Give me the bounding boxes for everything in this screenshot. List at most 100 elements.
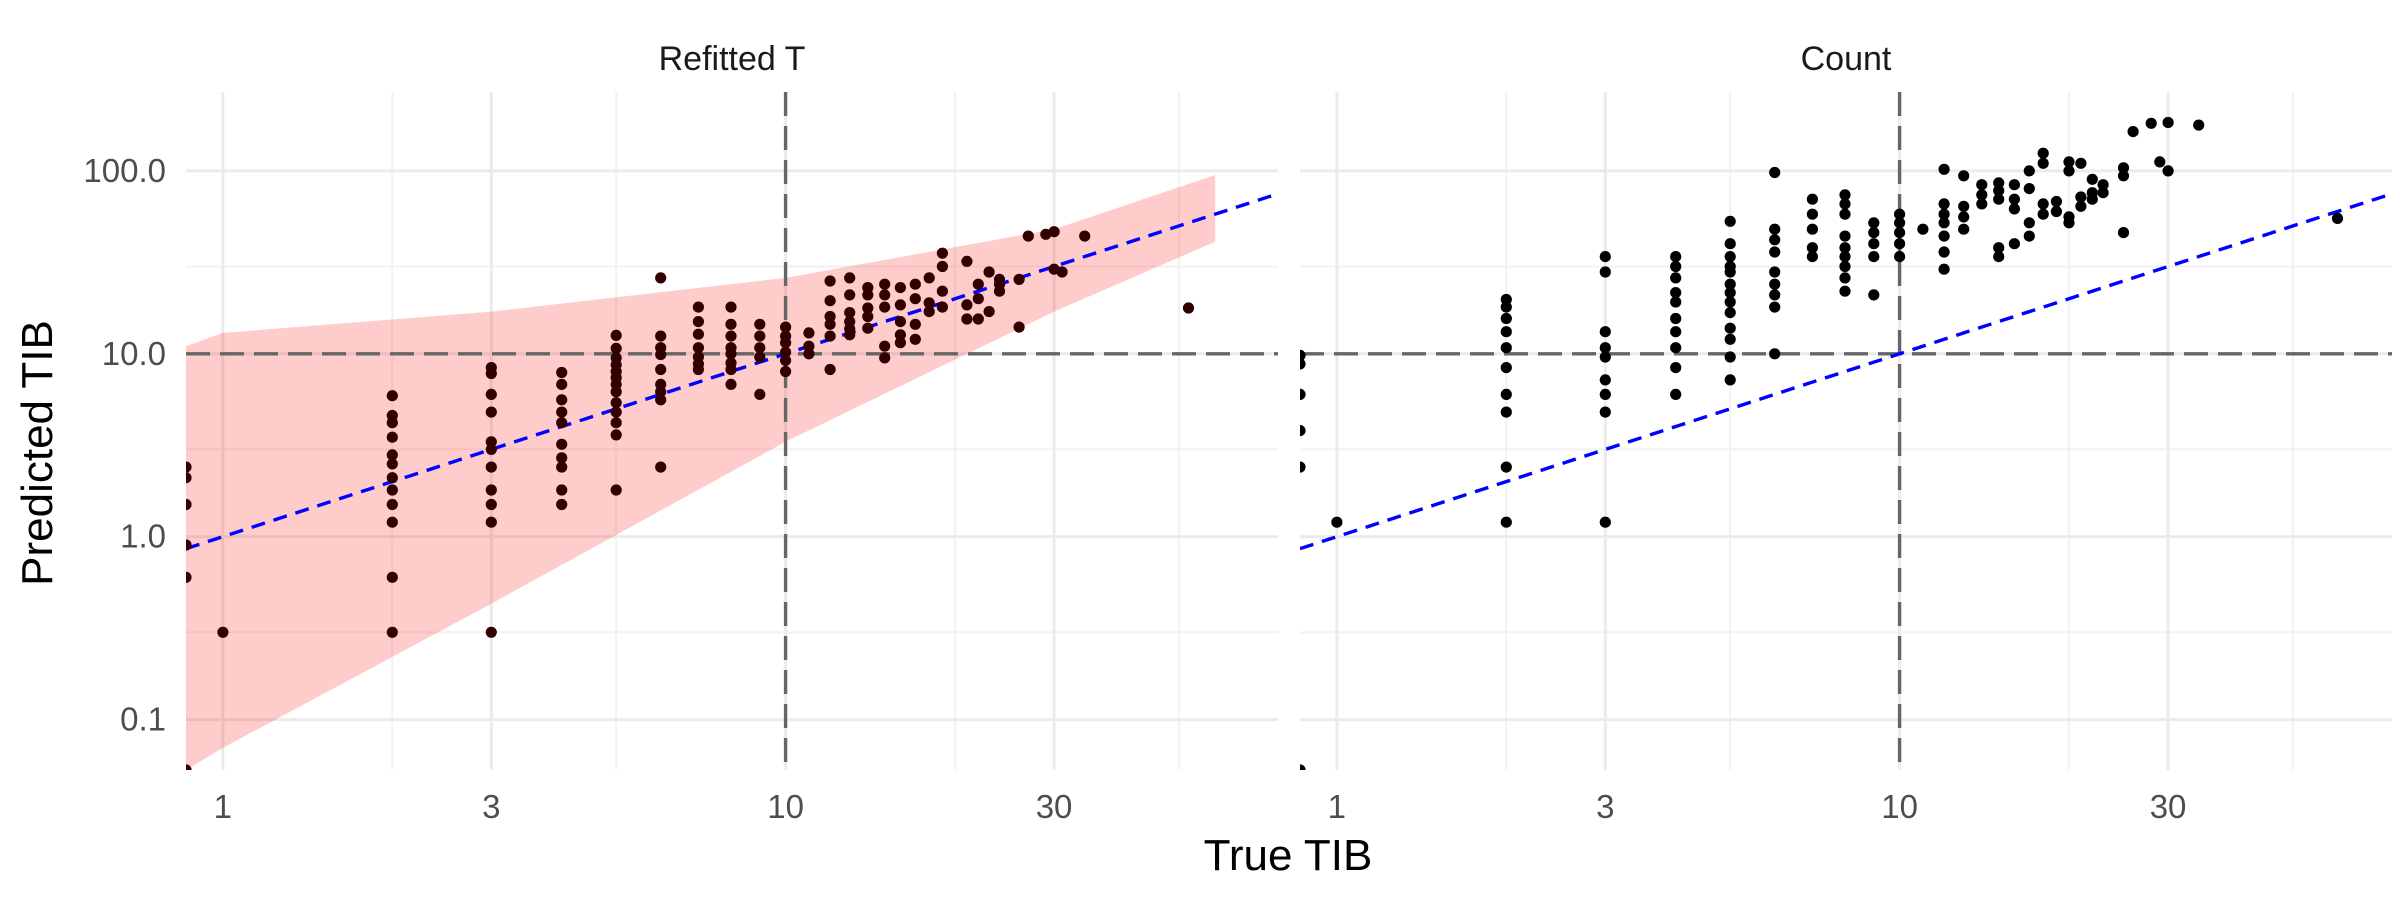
x-tick-label: 1 [214,788,232,825]
data-point [780,365,792,378]
data-point [655,363,667,376]
data-point [725,301,737,313]
data-point [386,484,398,496]
data-point [1806,208,1818,220]
data-point [556,378,568,390]
data-point [725,330,737,342]
data-point [1670,388,1682,400]
data-point [2063,165,2075,177]
data-point [386,498,398,511]
data-point [386,449,398,461]
data-point [1806,193,1818,205]
data-point [1806,251,1818,263]
data-point [2050,205,2062,218]
data-point [1868,289,1880,301]
data-point [754,388,766,400]
data-point [754,330,766,342]
data-point [1769,348,1781,360]
data-point [780,346,792,358]
data-point [1769,246,1781,258]
data-point [1300,358,1306,370]
data-point [1894,227,1906,239]
data-point [1769,301,1781,313]
data-point [610,397,622,409]
data-point [655,461,667,473]
data-point [754,351,766,363]
data-point [610,484,622,496]
data-point [754,342,766,354]
data-point [844,272,856,284]
data-point [1500,406,1512,418]
data-point [862,310,874,323]
data-point [923,306,935,318]
data-point [1724,287,1736,299]
data-point [1331,516,1343,528]
data-point [1724,351,1736,363]
data-point [386,516,398,528]
data-point [1079,230,1091,242]
data-point [1724,238,1736,250]
data-point [1500,342,1512,354]
data-point [972,278,984,290]
data-point [2145,117,2157,129]
data-point [1839,272,1851,284]
data-point [1670,287,1682,299]
prediction-band [186,175,1216,770]
panel-count: Count [1300,40,2392,770]
data-point [1958,170,1970,182]
data-point [1670,312,1682,325]
data-point [692,301,705,313]
data-point [2331,212,2344,224]
data-point [556,417,568,429]
data-point [844,316,856,328]
data-point [1839,285,1851,297]
data-point [780,354,792,366]
data-point [2097,187,2109,199]
data-point [655,394,667,406]
data-point [1806,242,1818,254]
data-point [1976,179,1988,191]
data-point [1500,293,1512,306]
data-point [692,342,705,354]
data-point [386,571,398,583]
data-point [1724,215,1736,227]
y-tick-label: 10.0 [102,335,166,372]
data-point [1300,388,1306,400]
data-point [610,329,622,341]
data-point [1938,246,1950,258]
data-point [803,327,815,339]
data-point [1993,242,2005,254]
data-point [1976,198,1988,210]
data-point [1938,163,1950,175]
data-point [386,458,398,470]
data-point [186,764,192,770]
y-axis-title: Predicted TIB [13,320,62,586]
data-point [1868,227,1880,239]
data-point [936,301,949,313]
data-point [556,366,568,379]
data-point [1724,278,1736,290]
data-point [655,272,667,284]
data-point [1670,272,1682,284]
data-point [1599,351,1611,363]
data-point [2162,116,2174,129]
data-point [936,285,949,297]
data-point [1938,208,1950,220]
data-point [1300,764,1306,770]
data-point [862,302,874,314]
data-point [692,351,705,363]
data-point [894,316,907,328]
data-point [692,316,705,328]
data-point [1013,321,1025,333]
identity-line [1300,192,2392,551]
data-point [485,516,497,528]
data-point [983,306,995,318]
data-point [824,310,836,323]
data-point [2008,238,2020,250]
data-point [1894,217,1906,229]
data-point [1300,461,1306,473]
data-point [556,394,568,406]
data-point [780,321,792,333]
y-tick-label: 1.0 [120,518,166,555]
